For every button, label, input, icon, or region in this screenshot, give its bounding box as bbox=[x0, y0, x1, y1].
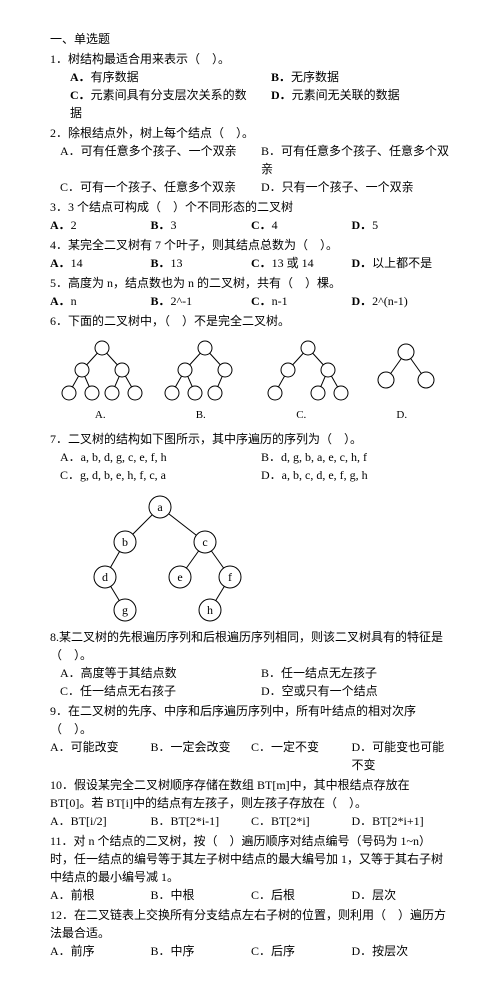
q6-tree-c bbox=[263, 338, 353, 403]
q5-stem: 5．高度为 n，结点数也为 n 的二叉树，共有（ ）棵。 bbox=[50, 274, 452, 292]
q7-node-a: a bbox=[157, 500, 163, 514]
q3: 3．3 个结点可构成（ ）个不同形态的二叉树 A．2 B．3 C．4 D．5 bbox=[50, 198, 452, 234]
q7-node-f: f bbox=[228, 570, 232, 584]
q8-stem: 8.某二叉树的先根遍历序列和后根遍历序列相同，则该二叉树具有的特征是（ ）。 bbox=[50, 628, 452, 664]
q6-trees bbox=[50, 338, 452, 403]
q10-opt-c: C．BT[2*i] bbox=[251, 812, 352, 830]
q9-opt-b: B．一定会改变 bbox=[151, 738, 252, 774]
q1-opt-a: A．有序数据 bbox=[50, 68, 251, 86]
q10-opt-a: A．BT[i/2] bbox=[50, 812, 151, 830]
q8-opt-c: C．任一结点无右孩子 bbox=[50, 682, 251, 700]
q1-d-text: 元素间无关联的数据 bbox=[292, 88, 400, 102]
q10-stem: 10．假设某完全二叉树顺序存储在数组 BT[m]中，其中根结点存放在 BT[0]… bbox=[50, 776, 452, 812]
q8: 8.某二叉树的先根遍历序列和后根遍历序列相同，则该二叉树具有的特征是（ ）。 A… bbox=[50, 628, 452, 700]
q5: 5．高度为 n，结点数也为 n 的二叉树，共有（ ）棵。 A．n B．2^-1 … bbox=[50, 274, 452, 310]
q7-node-e: e bbox=[177, 570, 182, 584]
q3-opt-d: D．5 bbox=[352, 216, 453, 234]
q1-c-text: 元素间具有分支层次关系的数据 bbox=[70, 88, 247, 120]
q10: 10．假设某完全二叉树顺序存储在数组 BT[m]中，其中根结点存放在 BT[0]… bbox=[50, 776, 452, 830]
q4-opt-c: C．13 或 14 bbox=[251, 254, 352, 272]
q7-opt-c: C．g, d, b, e, h, f, c, a bbox=[50, 466, 251, 484]
q7-node-b: b bbox=[122, 535, 128, 549]
q5-opt-a: A．n bbox=[50, 292, 151, 310]
q5-opt-b: B．2^-1 bbox=[151, 292, 252, 310]
q8-opt-d: D．空或只有一个结点 bbox=[251, 682, 452, 700]
q12-opt-a: A．前序 bbox=[50, 942, 151, 960]
q9-stem: 9．在二叉树的先序、中序和后序遍历序列中，所有叶结点的相对次序（ ）。 bbox=[50, 702, 452, 738]
q12-stem: 12．在二叉链表上交换所有分支结点左右子树的位置，则利用（ ）遍历方法最合适。 bbox=[50, 906, 452, 942]
q2-stem: 2．除根结点外，树上每个结点（ ）。 bbox=[50, 124, 452, 142]
q5-opt-d: D．2^(n-1) bbox=[352, 292, 453, 310]
q11: 11．对 n 个结点的二叉树，按（ ）遍历顺序对结点编号（号码为 1~n）时，任… bbox=[50, 832, 452, 904]
q7: 7．二叉树的结构如下图所示，其中序遍历的序列为（ ）。 A．a, b, d, g… bbox=[50, 430, 452, 622]
q9: 9．在二叉树的先序、中序和后序遍历序列中，所有叶结点的相对次序（ ）。 A．可能… bbox=[50, 702, 452, 774]
q6-tree-b bbox=[160, 338, 250, 403]
q4-opt-d: D．以上都不是 bbox=[352, 254, 453, 272]
q7-stem: 7．二叉树的结构如下图所示，其中序遍历的序列为（ ）。 bbox=[50, 430, 452, 448]
q4: 4．某完全二叉树有 7 个叶子，则其结点总数为（ ）。 A．14 B．13 C．… bbox=[50, 236, 452, 272]
q2-opt-a: A．可有任意多个孩子、一个双亲 bbox=[50, 142, 251, 178]
q7-node-d: d bbox=[102, 570, 108, 584]
q1: 1．树结构最适合用来表示（ ）。 A．有序数据 B．无序数据 C．元素间具有分支… bbox=[50, 50, 452, 122]
q12-opt-c: C．后序 bbox=[251, 942, 352, 960]
q1-b-text: 无序数据 bbox=[291, 70, 339, 84]
q2-opt-c: C．可有一个孩子、任意多个双亲 bbox=[50, 178, 251, 196]
q6-labels: A. B. C. D. bbox=[50, 407, 452, 424]
q11-opt-a: A．前根 bbox=[50, 886, 151, 904]
q5-opt-c: C．n-1 bbox=[251, 292, 352, 310]
q1-opt-b: B．无序数据 bbox=[251, 68, 452, 86]
q11-stem: 11．对 n 个结点的二叉树，按（ ）遍历顺序对结点编号（号码为 1~n）时，任… bbox=[50, 832, 452, 886]
q11-opt-c: C．后根 bbox=[251, 886, 352, 904]
q6: 6．下面的二叉树中，（ ）不是完全二叉树。 bbox=[50, 312, 452, 424]
q8-opt-b: B．任一结点无左孩子 bbox=[251, 664, 452, 682]
q7-node-g: g bbox=[122, 603, 128, 617]
section-title: 一、单选题 bbox=[50, 30, 452, 48]
q4-opt-a: A．14 bbox=[50, 254, 151, 272]
q1-opt-d: D．元素间无关联的数据 bbox=[251, 86, 452, 122]
q7-node-h: h bbox=[207, 603, 213, 617]
q8-opt-a: A．高度等于其结点数 bbox=[50, 664, 251, 682]
q7-node-c: c bbox=[202, 535, 207, 549]
q1-stem: 1．树结构最适合用来表示（ ）。 bbox=[50, 50, 452, 68]
q4-opt-b: B．13 bbox=[151, 254, 252, 272]
q2-opt-d: D．只有一个孩子、一个双亲 bbox=[251, 178, 452, 196]
q9-opt-a: A．可能改变 bbox=[50, 738, 151, 774]
q3-opt-c: C．4 bbox=[251, 216, 352, 234]
q12-opt-b: B．中序 bbox=[151, 942, 252, 960]
q11-opt-d: D．层次 bbox=[352, 886, 453, 904]
q10-opt-d: D．BT[2*i+1] bbox=[352, 812, 453, 830]
q12-opt-d: D．按层次 bbox=[352, 942, 453, 960]
q1-opt-c: C．元素间具有分支层次关系的数据 bbox=[50, 86, 251, 122]
q2: 2．除根结点外，树上每个结点（ ）。 A．可有任意多个孩子、一个双亲 B．可有任… bbox=[50, 124, 452, 196]
q3-stem: 3．3 个结点可构成（ ）个不同形态的二叉树 bbox=[50, 198, 452, 216]
q12: 12．在二叉链表上交换所有分支结点左右子树的位置，则利用（ ）遍历方法最合适。 … bbox=[50, 906, 452, 960]
q3-opt-a: A．2 bbox=[50, 216, 151, 234]
q6-tree-a bbox=[57, 338, 147, 403]
q10-opt-b: B．BT[2*i-1] bbox=[151, 812, 252, 830]
q7-opt-b: B．d, g, b, a, e, c, h, f bbox=[251, 448, 452, 466]
q2-opt-b: B．可有任意多个孩子、任意多个双亲 bbox=[251, 142, 452, 178]
q7-tree: a b c d e f g h bbox=[90, 492, 452, 622]
q4-stem: 4．某完全二叉树有 7 个叶子，则其结点总数为（ ）。 bbox=[50, 236, 452, 254]
q9-opt-c: C．一定不变 bbox=[251, 738, 352, 774]
q6-tree-d bbox=[366, 338, 446, 403]
q11-opt-b: B．中根 bbox=[151, 886, 252, 904]
q7-opt-a: A．a, b, d, g, c, e, f, h bbox=[50, 448, 251, 466]
q6-stem: 6．下面的二叉树中，（ ）不是完全二叉树。 bbox=[50, 312, 452, 330]
q1-a-text: 有序数据 bbox=[91, 70, 139, 84]
q7-opt-d: D．a, b, c, d, e, f, g, h bbox=[251, 466, 452, 484]
q3-opt-b: B．3 bbox=[151, 216, 252, 234]
q9-opt-d: D．可能变也可能不变 bbox=[352, 738, 453, 774]
